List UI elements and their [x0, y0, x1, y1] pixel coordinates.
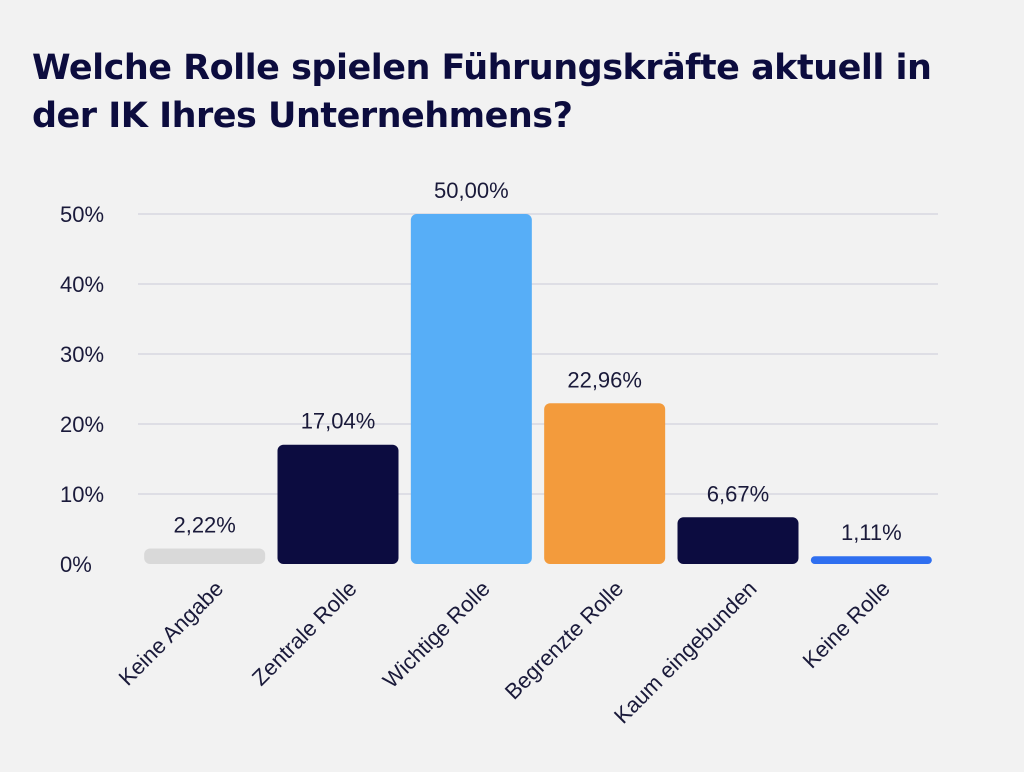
y-axis-tick-labels: 0% 10% 20% 30% 40% 50% — [60, 202, 104, 577]
data-label: 2,22% — [173, 512, 235, 537]
bar — [677, 517, 799, 564]
data-label: 17,04% — [301, 409, 376, 434]
category-label: Begrenzte Rolle — [500, 576, 628, 704]
y-tick-label: 40% — [60, 272, 104, 297]
grid-lines — [138, 213, 938, 495]
data-label: 1,11% — [841, 520, 902, 545]
bars — [144, 214, 932, 564]
y-tick-label: 30% — [60, 342, 104, 367]
category-label: Keine Angabe — [114, 576, 229, 691]
bar — [544, 403, 666, 564]
category-label: Wichtige Rolle — [378, 576, 495, 693]
data-labels: 2,22% 17,04% 50,00% 22,96% 6,67% 1,11% — [173, 178, 901, 545]
category-label: Kaum eingebunden — [609, 576, 762, 729]
chart-title: Welche Rolle spielen Führungskräfte aktu… — [32, 48, 932, 136]
data-label: 50,00% — [434, 178, 509, 203]
data-label: 22,96% — [567, 367, 642, 392]
category-label: Keine Rolle — [798, 576, 895, 673]
y-tick-label: 50% — [60, 202, 104, 227]
category-labels: Keine Angabe Zentrale Rolle Wichtige Rolle… — [114, 576, 895, 729]
data-label: 6,67% — [707, 481, 769, 506]
y-tick-label: 0% — [60, 552, 92, 577]
bar — [810, 556, 932, 564]
category-label: Zentrale Rolle — [247, 576, 362, 691]
bar — [277, 444, 399, 564]
y-tick-label: 10% — [60, 482, 104, 507]
bar — [144, 548, 266, 564]
y-tick-label: 20% — [60, 412, 104, 437]
bar — [410, 214, 532, 564]
